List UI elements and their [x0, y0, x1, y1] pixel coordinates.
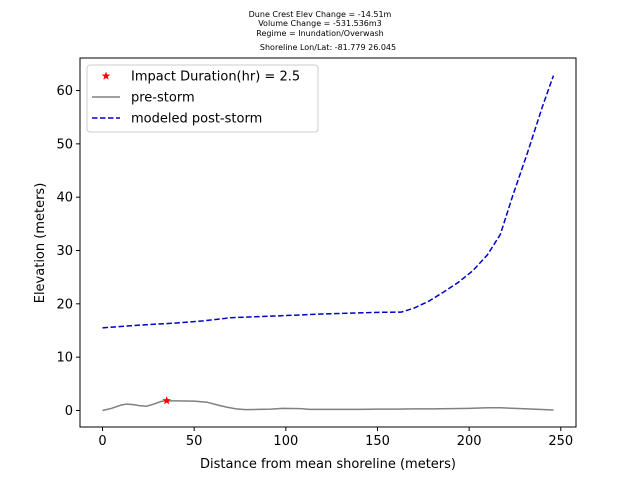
x-tick-label: 100 — [273, 434, 298, 449]
title-line-4: Shoreline Lon/Lat: -81.779 26.045 — [260, 43, 396, 52]
y-tick-label: 60 — [56, 84, 73, 99]
plot-frame — [79, 57, 577, 428]
x-axis-label: Distance from mean shoreline (meters) — [200, 457, 456, 472]
marker-group — [162, 396, 171, 405]
x-axis: 0 50 100 150 200 250 — [98, 427, 573, 449]
legend: Impact Duration(hr) = 2.5 pre-storm modele… — [86, 64, 319, 133]
legend-label: pre-storm — [131, 91, 195, 106]
title-line-3: Regime = Inundation/Overwash — [256, 29, 383, 38]
y-tick-label: 0 — [65, 404, 73, 419]
y-axis-label: Elevation (meters) — [33, 183, 48, 304]
legend-marker-star — [101, 71, 111, 80]
series-line-modeled-post-storm — [102, 75, 555, 329]
y-tick-label: 10 — [56, 351, 73, 366]
y-axis: 0 10 20 30 40 50 60 — [56, 84, 80, 419]
x-tick-label: 50 — [186, 434, 203, 449]
title-line-1: Dune Crest Elev Change = -14.51m — [249, 10, 392, 19]
series-line-pre-storm — [102, 400, 554, 412]
y-tick-label: 50 — [56, 137, 73, 152]
y-tick-label: 40 — [56, 191, 73, 206]
legend-label: Impact Duration(hr) = 2.5 — [131, 70, 300, 85]
y-tick-label: 20 — [56, 297, 73, 312]
legend-label: modeled post-storm — [131, 112, 262, 127]
x-tick-label: 250 — [548, 434, 573, 449]
series-group — [102, 75, 555, 412]
title-line-2: Volume Change = -531.536m3 — [258, 19, 382, 28]
legend-box — [86, 64, 319, 133]
chart-title: Dune Crest Elev Change = -14.51m Volume … — [249, 10, 396, 52]
x-tick-label: 150 — [365, 434, 390, 449]
x-tick-label: 200 — [457, 434, 482, 449]
impact-marker — [162, 396, 171, 405]
y-tick-label: 30 — [56, 244, 73, 259]
x-tick-label: 0 — [98, 434, 106, 449]
